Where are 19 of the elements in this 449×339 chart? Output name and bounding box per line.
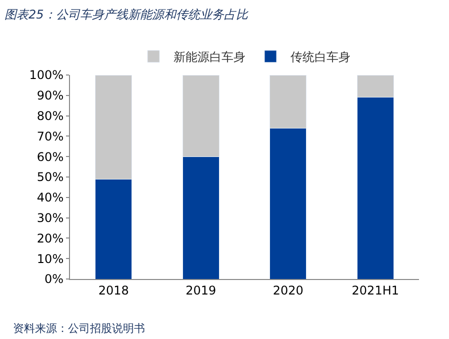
y-tick-label: 20%	[36, 231, 64, 246]
legend-label: 新能源白车身	[174, 50, 246, 64]
x-tick-label: 2019	[186, 283, 216, 298]
text: 资料来源：公司招股说明书	[13, 322, 145, 335]
y-tick-label: 70%	[36, 129, 64, 144]
y-tick-label: 80%	[36, 109, 64, 123]
x-tick-label: 2018	[98, 283, 129, 298]
x-tick-label: 2020	[272, 283, 304, 298]
y-tick-label: 40%	[36, 190, 64, 205]
y-tick-label: 100%	[29, 68, 64, 82]
y-tick-label: 60%	[36, 150, 64, 164]
y-tick-label: 90%	[36, 88, 64, 103]
legend-label: 传统白车身	[290, 50, 350, 64]
y-tick-label: 30%	[36, 211, 64, 225]
x-tick-label: 2021H1	[352, 283, 399, 298]
y-tick-label: 0%	[44, 272, 64, 286]
chart-title: 图表25：公司车身产线新能源和传统业务占比	[4, 8, 249, 22]
y-tick-label: 10%	[36, 252, 64, 266]
y-tick-label: 50%	[36, 170, 64, 184]
